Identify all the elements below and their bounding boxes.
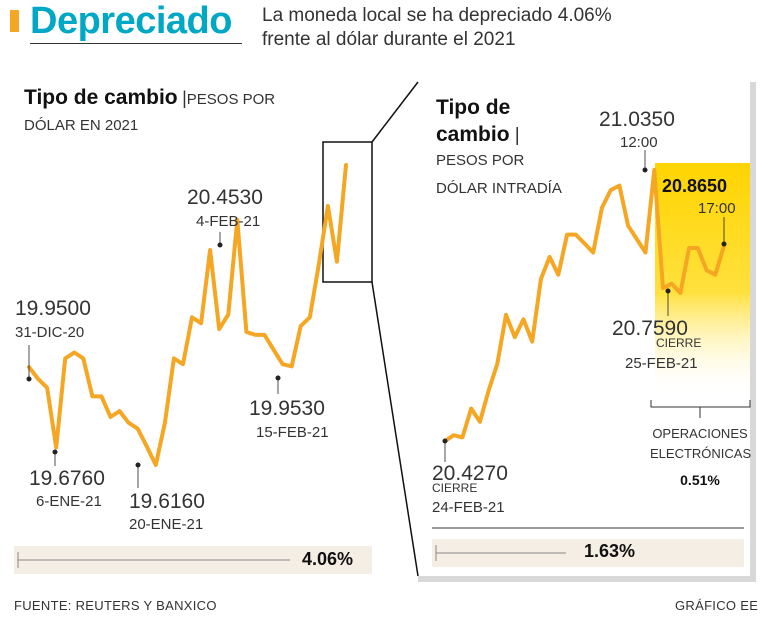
label-last-value: 20.8650 xyxy=(662,176,728,196)
right-series-line xyxy=(443,168,726,443)
ops-label-line1: OPERACIONES xyxy=(652,426,748,441)
right-chart-sub2: DÓLAR INTRADÍA xyxy=(436,180,562,197)
right-chart-title-2: cambio xyxy=(436,123,510,146)
label-start-value: 19.9500 xyxy=(15,297,91,320)
ops-bracket xyxy=(650,400,751,408)
footer-source: FUENTE: REUTERS Y BANXICO xyxy=(14,598,217,613)
subtitle-line-1: La moneda local se ha depreciado 4.06% xyxy=(262,5,612,26)
footer-credit: GRÁFICO EE xyxy=(675,598,759,613)
left-chart-title-block: Tipo de cambio |PESOS POR xyxy=(24,86,275,110)
page-subtitle: La moneda local se ha depreciado 4.06% f… xyxy=(262,4,682,52)
left-chart-sub1: PESOS POR xyxy=(186,91,276,108)
ops-label: OPERACIONES ELECTRÓNICAS xyxy=(650,424,752,464)
label-mid-date: 15-FEB-21 xyxy=(256,424,329,441)
title-underline xyxy=(30,43,242,44)
label-mid-value: 19.9530 xyxy=(249,397,325,420)
label-last-time: 17:00 xyxy=(698,200,736,217)
label-close-value: 20.7590 xyxy=(612,317,688,340)
title-accent-bar xyxy=(10,10,19,32)
label-low1-value: 19.6760 xyxy=(29,467,105,490)
label-close-date: 25-FEB-21 xyxy=(625,355,698,372)
electronic-ops-highlight xyxy=(655,163,750,398)
zoom-rectangle xyxy=(322,141,373,283)
label-low2-date: 20-ENE-21 xyxy=(129,516,204,533)
label-open-note: CIERRE xyxy=(432,481,478,495)
label-peak-date: 4-FEB-21 xyxy=(196,213,261,230)
right-chart-title-2-block: cambio | xyxy=(436,123,520,147)
label-intraday-peak-value: 21.0350 xyxy=(599,108,675,131)
left-series-line xyxy=(27,163,348,467)
label-intraday-peak-time: 12:00 xyxy=(620,134,658,151)
label-low2-value: 19.6160 xyxy=(129,490,205,513)
label-peak-value: 20.4530 xyxy=(187,186,263,209)
ops-change-value: 0.51% xyxy=(680,472,720,488)
left-change-value: 4.06% xyxy=(302,549,354,569)
label-open-date: 24-FEB-21 xyxy=(432,499,505,516)
label-low1-date: 6-ENE-21 xyxy=(36,493,102,510)
ops-label-line2: ELECTRÓNICAS xyxy=(650,446,752,461)
label-start-date: 31-DIC-20 xyxy=(15,324,85,341)
label-close-note: CIERRE xyxy=(656,336,702,350)
left-title-divider: | xyxy=(182,88,187,108)
right-title-divider: | xyxy=(509,125,520,146)
left-chart-sub2: DÓLAR EN 2021 xyxy=(24,117,139,134)
left-chart-title: Tipo de cambio xyxy=(24,86,178,109)
right-change-value: 1.63% xyxy=(584,541,636,561)
subtitle-line-2: frente al dólar durante el 2021 xyxy=(262,29,516,50)
right-chart-title-1: Tipo de xyxy=(436,96,511,119)
zoom-connector-top xyxy=(371,81,419,143)
label-open-value: 20.4270 xyxy=(432,462,508,485)
page-title: Depreciado xyxy=(30,0,232,42)
zoom-connector-bottom xyxy=(371,281,419,577)
right-chart-sub1: PESOS POR xyxy=(436,152,525,169)
